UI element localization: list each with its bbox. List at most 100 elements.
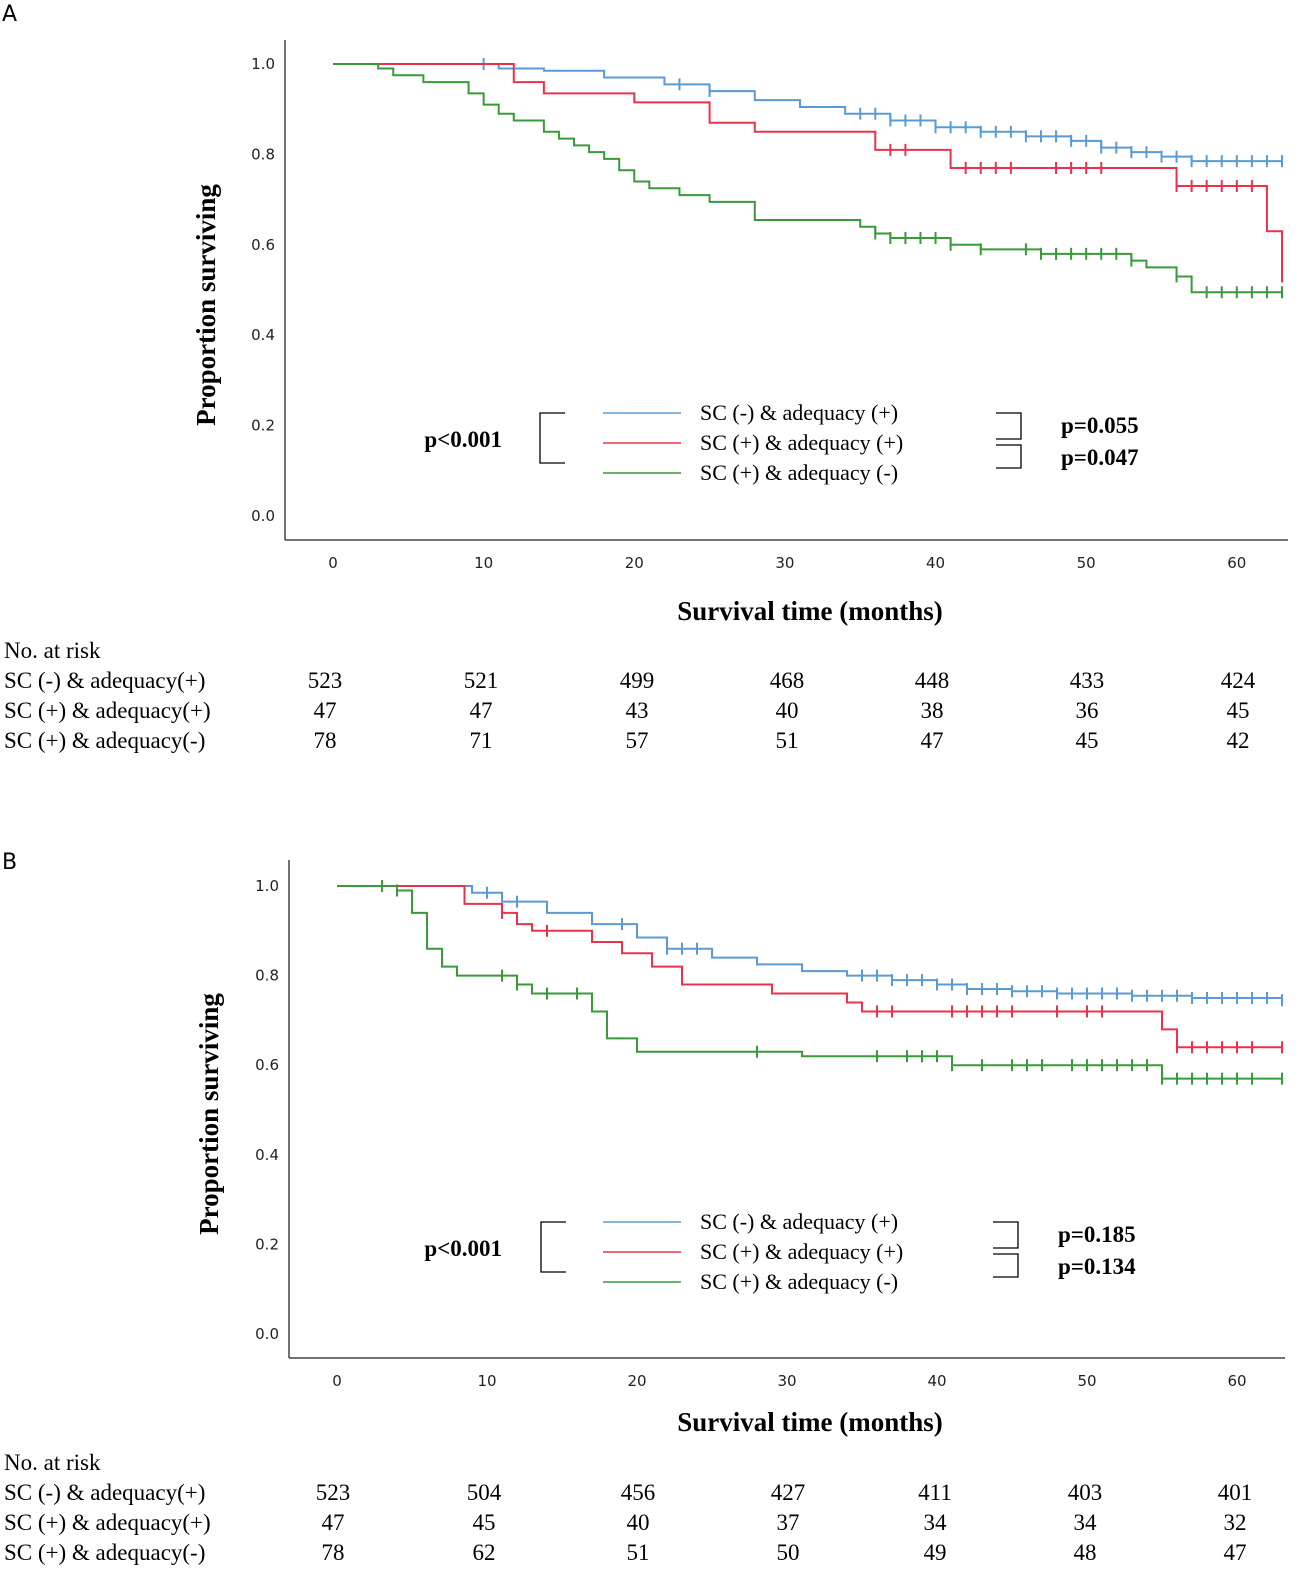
risk-cell: 37: [776, 1510, 800, 1535]
risk-cell: 51: [775, 728, 799, 753]
risk-row-label: SC (-) & adequacy(+): [4, 668, 206, 693]
risk-cell: 34: [1073, 1510, 1097, 1535]
y-tick-label: 0.6: [255, 1056, 279, 1074]
legend-label-series-3: SC (+) & adequacy (-): [700, 460, 898, 485]
risk-cell: 427: [770, 1480, 806, 1505]
risk-cell: 40: [626, 1510, 650, 1535]
panel-letter-a: A: [2, 2, 18, 27]
y-axis-title: Proportion surviving: [191, 184, 221, 426]
risk-table-title: No. at risk: [4, 638, 101, 663]
risk-cell: 45: [1226, 698, 1250, 723]
p-value-overall: p<0.001: [424, 1236, 502, 1261]
y-tick-label: 1.0: [255, 877, 279, 895]
x-tick-label: 50: [1077, 1372, 1096, 1390]
risk-cell: 523: [315, 1480, 351, 1505]
km-curve-series-2: [333, 63, 1283, 277]
risk-row-label: SC (+) & adequacy(-): [4, 728, 206, 753]
y-tick-label: 0.2: [251, 417, 275, 435]
legend-label-series-2: SC (+) & adequacy (+): [700, 430, 903, 455]
x-tick-label: 0: [332, 1372, 342, 1390]
pairwise-bracket-2: [996, 444, 1022, 469]
y-axis-title: Proportion surviving: [194, 993, 224, 1235]
risk-cell: 36: [1075, 698, 1099, 723]
risk-cell: 47: [321, 1510, 345, 1535]
y-tick-label: 0.8: [255, 967, 279, 985]
p-value-pair-2: p=0.134: [1058, 1254, 1136, 1279]
risk-row-label: SC (+) & adequacy(+): [4, 698, 211, 723]
p-value-pair-1: p=0.055: [1061, 413, 1139, 438]
risk-cell: 49: [923, 1540, 947, 1565]
risk-cell: 78: [313, 728, 337, 753]
x-tick-label: 0: [328, 554, 338, 572]
legend-label-series-3: SC (+) & adequacy (-): [700, 1269, 898, 1294]
x-tick-label: 20: [625, 554, 644, 572]
risk-row-label: SC (+) & adequacy(-): [4, 1540, 206, 1565]
risk-cell: 448: [914, 668, 950, 693]
risk-cell: 523: [307, 668, 343, 693]
x-tick-label: 60: [1227, 1372, 1246, 1390]
risk-cell: 47: [920, 728, 944, 753]
risk-cell: 499: [619, 668, 655, 693]
x-tick-label: 60: [1227, 554, 1246, 572]
legend-label-series-2: SC (+) & adequacy (+): [700, 1239, 903, 1264]
y-tick-label: 0.6: [251, 236, 275, 254]
risk-cell: 401: [1217, 1480, 1253, 1505]
x-tick-label: 30: [775, 554, 794, 572]
x-tick-label: 40: [927, 1372, 946, 1390]
risk-cell: 62: [472, 1540, 496, 1565]
y-tick-label: 0.2: [255, 1235, 279, 1253]
risk-cell: 51: [626, 1540, 650, 1565]
p-value-overall: p<0.001: [424, 427, 502, 452]
risk-cell: 411: [918, 1480, 952, 1505]
risk-cell: 47: [313, 698, 337, 723]
risk-cell: 32: [1223, 1510, 1247, 1535]
x-tick-label: 40: [926, 554, 945, 572]
km-curve-series-3: [333, 63, 1282, 294]
panel-letter-b: B: [2, 850, 18, 875]
overall-bracket: [539, 412, 565, 464]
p-value-pair-1: p=0.185: [1058, 1222, 1136, 1247]
risk-row-label: SC (+) & adequacy(+): [4, 1510, 211, 1535]
risk-cell: 45: [472, 1510, 496, 1535]
risk-cell: 433: [1069, 668, 1105, 693]
y-tick-label: 0.4: [251, 326, 275, 344]
pairwise-bracket-2: [993, 1253, 1019, 1278]
risk-cell: 38: [920, 698, 944, 723]
km-curve-series-1: [333, 63, 1282, 163]
risk-cell: 521: [463, 668, 499, 693]
overall-bracket: [540, 1221, 566, 1273]
risk-cell: 57: [625, 728, 649, 753]
km-curve-series-3: [337, 885, 1282, 1080]
risk-cell: 45: [1075, 728, 1099, 753]
risk-cell: 47: [1223, 1540, 1247, 1565]
risk-cell: 71: [469, 728, 493, 753]
risk-cell: 40: [775, 698, 799, 723]
x-tick-label: 10: [474, 554, 493, 572]
x-tick-label: 30: [777, 1372, 796, 1390]
x-axis-title: Survival time (months): [677, 1407, 943, 1437]
risk-cell: 456: [620, 1480, 656, 1505]
risk-table-title: No. at risk: [4, 1450, 101, 1475]
x-tick-label: 10: [477, 1372, 496, 1390]
risk-cell: 43: [625, 698, 649, 723]
pairwise-bracket-1: [993, 1221, 1019, 1249]
p-value-pair-2: p=0.047: [1061, 445, 1139, 470]
km-curve-series-2: [337, 885, 1282, 1049]
risk-cell: 424: [1220, 668, 1256, 693]
risk-cell: 468: [769, 668, 805, 693]
y-tick-label: 1.0: [251, 55, 275, 73]
km-chart-b: 0.0 0.2 0.4 0.6 0.8 1.0 0 10 20 30 40 50 60 Survival …: [194, 860, 1285, 1437]
risk-cell: 34: [923, 1510, 947, 1535]
risk-cell: 504: [466, 1480, 502, 1505]
risk-cell: 78: [321, 1540, 345, 1565]
risk-cell: 42: [1226, 728, 1250, 753]
risk-cell: 47: [469, 698, 493, 723]
pairwise-bracket-1: [996, 412, 1022, 440]
y-tick-label: 0.0: [251, 507, 275, 525]
y-tick-label: 0.8: [251, 145, 275, 163]
risk-cell: 403: [1067, 1480, 1103, 1505]
x-tick-label: 50: [1077, 554, 1096, 572]
risk-cell: 50: [776, 1540, 800, 1565]
risk-row-label: SC (-) & adequacy(+): [4, 1480, 206, 1505]
legend-label-series-1: SC (-) & adequacy (+): [700, 1209, 898, 1234]
